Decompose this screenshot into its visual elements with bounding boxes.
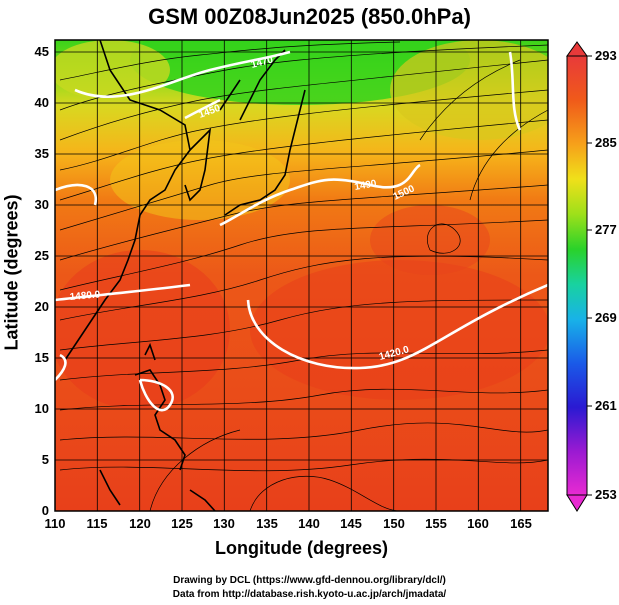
x-tick-label: 135	[256, 516, 278, 531]
y-tick-label: 15	[34, 350, 49, 365]
colorbar-tick-label: 277	[595, 222, 617, 237]
x-tick-label: 155	[425, 516, 447, 531]
x-tick-label: 120	[129, 516, 151, 531]
y-tick-label: 40	[34, 95, 49, 110]
y-tick-label: 30	[34, 197, 49, 212]
x-tick-label: 130	[213, 516, 235, 531]
temperature-field	[55, 40, 548, 511]
wind-streamlines	[59, 41, 548, 511]
x-tick-label: 165	[510, 516, 532, 531]
graticule	[55, 40, 548, 511]
x-tick-label: 125	[171, 516, 193, 531]
x-tick-label: 115	[86, 516, 108, 531]
colorbar	[566, 41, 592, 512]
colorbar-tick-label: 293	[595, 48, 617, 63]
plot-frame	[54, 39, 549, 512]
x-tick-label: 150	[383, 516, 405, 531]
x-axis-label: Longitude (degrees)	[214, 538, 388, 558]
y-tick-label: 10	[34, 401, 49, 416]
y-tick-label: 45	[34, 44, 49, 59]
y-tick-label: 25	[34, 248, 49, 263]
y-tick-label: 5	[41, 452, 49, 467]
chart-title: GSM 00Z08Jun2025 (850.0hPa)	[148, 4, 471, 29]
x-tick-label: 110	[44, 516, 66, 531]
colorbar-tick-label: 285	[595, 135, 617, 150]
y-tick-label: 35	[34, 146, 49, 161]
y-tick-label: 0	[41, 503, 49, 518]
contour-label: 1480.0	[69, 289, 101, 303]
coastlines	[64, 40, 306, 511]
y-axis-label: Latitude (degrees)	[1, 194, 22, 351]
height-contours	[55, 50, 548, 412]
contour-label: 1490	[354, 178, 378, 193]
x-tick-label: 160	[467, 516, 489, 531]
colorbar-tick-label: 253	[595, 487, 617, 502]
credit-drawing: Drawing by DCL (https://www.gfd-dennou.o…	[173, 575, 446, 586]
colorbar-tick-label: 261	[595, 398, 617, 413]
credit-data-source: Data from http://database.rish.kyoto-u.a…	[172, 589, 447, 600]
y-tick-label: 20	[34, 299, 49, 314]
x-tick-label: 145	[340, 516, 362, 531]
colorbar-tick-label: 269	[595, 310, 617, 325]
x-tick-label: 140	[298, 516, 320, 531]
